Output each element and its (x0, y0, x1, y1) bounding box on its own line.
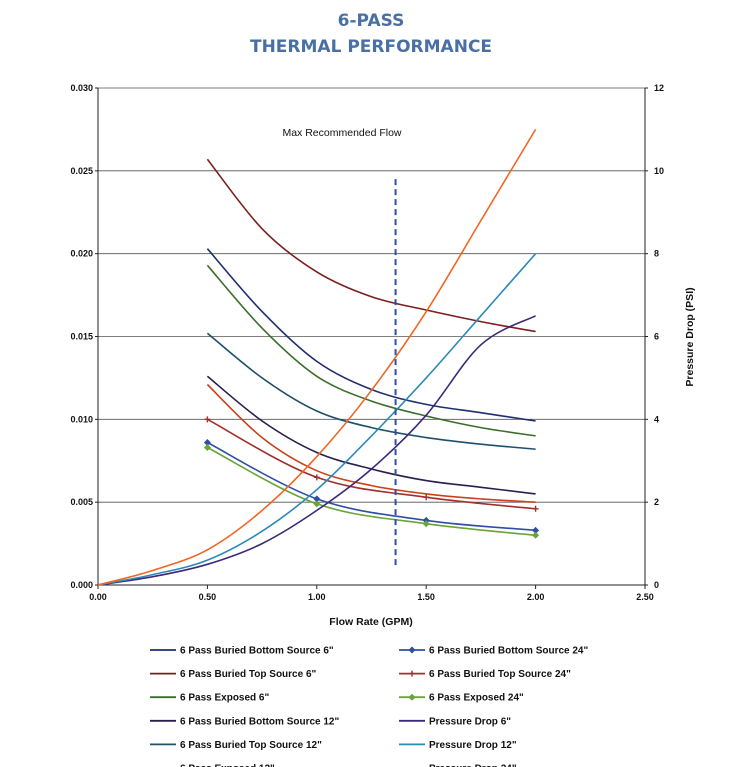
y-left-tick-label: 0.020 (70, 249, 93, 259)
y-left-tick-label: 0.010 (70, 414, 93, 424)
max-flow-label: Max Recommended Flow (282, 127, 401, 139)
legend-entry: 6 Pass Exposed 24" (429, 693, 524, 704)
data-point (203, 439, 211, 447)
x-tick-label: 2.50 (636, 592, 654, 602)
series-line-9 (207, 446, 536, 537)
x-tick-label: 2.00 (527, 592, 545, 602)
y-left-tick-label: 0.030 (70, 83, 93, 93)
legend-entry: 6 Pass Exposed 6" (180, 693, 269, 704)
data-point (203, 443, 211, 451)
x-tick-label: 0.50 (199, 592, 217, 602)
legend-entry: 6 Pass Buried Bottom Source 12" (180, 716, 339, 727)
y-left-tick-label: 0.015 (70, 332, 93, 342)
data-point (313, 500, 321, 508)
plot-area (97, 128, 540, 586)
legend-entry: 6 Pass Buried Top Source 24" (429, 669, 571, 680)
series-line-1 (206, 248, 536, 422)
legend-entry: 6 Pass Buried Bottom Source 24" (429, 646, 588, 657)
series-line-7 (207, 441, 536, 532)
y-right-tick-label: 2 (654, 497, 659, 507)
data-point (532, 526, 540, 534)
x-tick-label: 0.00 (89, 592, 107, 602)
y-right-tick-label: 0 (654, 580, 659, 590)
y-left-tick-label: 0.000 (70, 580, 93, 590)
series-line-11 (97, 253, 537, 586)
data-point (532, 505, 539, 512)
data-point (313, 495, 321, 503)
chart-title-line1: 6-PASS (338, 11, 405, 31)
x-tick-label: 1.00 (308, 592, 326, 602)
series-line-8 (207, 418, 536, 510)
grid (98, 87, 645, 503)
legend-entry: Pressure Drop 6" (429, 716, 511, 727)
legend-entry: 6 Pass Buried Top Source 6" (180, 669, 317, 680)
y-right-tick-label: 10 (654, 166, 664, 176)
legend-marker (408, 646, 416, 654)
series-line-12 (97, 128, 537, 586)
axes: 0.000 0 0.005 2 0.010 4 0.015 6 0.020 8 0.025 10 0.0… (70, 83, 664, 602)
series-line-5 (206, 332, 536, 450)
y-left-tick-label: 0.025 (70, 166, 93, 176)
y-right-tick-label: 12 (654, 83, 664, 93)
x-axis-label: Flow Rate (GPM) (329, 616, 412, 628)
legend-entry: Pressure Drop 12" (429, 740, 517, 751)
legend-entry: 6 Pass Buried Bottom Source 6" (180, 646, 334, 657)
y-right-tick-label: 8 (654, 249, 659, 259)
chart-title-line2: THERMAL PERFORMANCE (250, 37, 492, 57)
data-point (422, 520, 430, 528)
series-line-10 (97, 315, 536, 586)
legend-marker (408, 693, 416, 701)
series-line-6 (206, 383, 536, 503)
x-tick-label: 1.50 (417, 592, 435, 602)
y-right-tick-label: 4 (654, 414, 659, 424)
legend-entry: 6 Pass Exposed 12" (180, 764, 275, 767)
y-right-tick-label: 6 (654, 332, 659, 342)
data-point (313, 474, 320, 481)
legend-entry: Pressure Drop 24" (429, 764, 517, 767)
legend-marker (409, 670, 415, 677)
right-y-axis-label: Pressure Drop (PSI) (684, 287, 696, 386)
data-point (532, 531, 540, 539)
series-line-3 (206, 264, 536, 437)
data-point (204, 416, 211, 423)
data-point (423, 494, 430, 501)
legend: 6 Pass Buried Bottom Source 6" 6 Pass Bur… (150, 646, 588, 767)
y-left-tick-label: 0.005 (70, 497, 93, 507)
annotation: Max Recommended Flow (282, 127, 402, 566)
series-line-2 (206, 158, 536, 333)
legend-entry: 6 Pass Buried Top Source 12" (180, 740, 322, 751)
